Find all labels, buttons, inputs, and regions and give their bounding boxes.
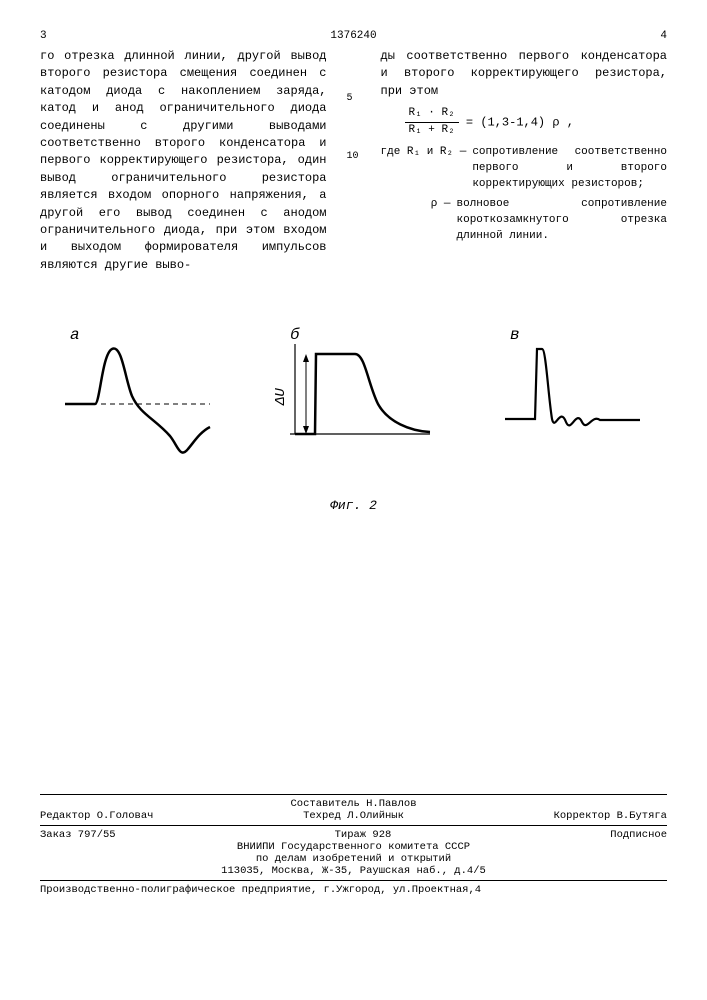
right-column: ды соответственно первого конденсатора и… bbox=[381, 48, 668, 274]
figure-caption: Фиг. 2 bbox=[40, 498, 667, 513]
footer-corrector: Корректор В.Бутяга bbox=[554, 810, 667, 822]
formula-denominator: R₁ + R₂ bbox=[405, 123, 459, 139]
where2-label: ρ — bbox=[381, 197, 451, 245]
footer-editor: Редактор О.Головач bbox=[40, 810, 153, 822]
line-marker-5: 5 bbox=[347, 93, 353, 104]
formula-rhs: = (1,3-1,4) ρ , bbox=[466, 116, 574, 130]
line-number-gutter: 5 10 bbox=[347, 48, 361, 274]
formula: R₁ · R₂ R₁ + R₂ = (1,3-1,4) ρ , bbox=[405, 106, 668, 139]
footer-org1: ВНИИПИ Государственного комитета СССР bbox=[40, 841, 667, 853]
figure-2: а б ΔU в Фиг. 2 bbox=[40, 314, 667, 514]
formula-numerator: R₁ · R₂ bbox=[405, 106, 459, 123]
footer-order: Заказ 797/55 bbox=[40, 829, 116, 841]
footer: Составитель Н.Павлов Редактор О.Головач … bbox=[40, 794, 667, 896]
page-number-right: 4 bbox=[660, 30, 667, 42]
footer-org2: по делам изобретений и открытий bbox=[40, 853, 667, 865]
footer-podpisnoe: Подписное bbox=[610, 829, 667, 841]
where2-def: волновое сопротивление короткозамкнутого… bbox=[457, 197, 668, 245]
where-clause-1: где R₁ и R₂ — сопротивление соответствен… bbox=[381, 145, 668, 193]
plot-b-curve bbox=[295, 354, 430, 434]
plot-label-b: б bbox=[290, 326, 300, 344]
plot-v-curve bbox=[505, 349, 640, 425]
plot-b-arrow-up bbox=[303, 354, 309, 362]
where-clause-2: ρ — волновое сопротивление короткозамкну… bbox=[381, 197, 668, 245]
footer-techred: Техред Л.Олийнык bbox=[303, 810, 404, 822]
footer-compiler: Составитель Н.Павлов bbox=[40, 798, 667, 810]
where1-label: где R₁ и R₂ — bbox=[381, 145, 467, 193]
page-number-left: 3 bbox=[40, 30, 47, 42]
footer-tirazh: Тираж 928 bbox=[335, 829, 392, 841]
patent-number: 1376240 bbox=[47, 30, 661, 42]
where1-def: сопротивление соответственно первого и в… bbox=[472, 145, 667, 193]
footer-address: 113035, Москва, Ж-35, Раушская наб., д.4… bbox=[40, 865, 667, 877]
plot-a-curve bbox=[65, 349, 210, 453]
footer-printer: Производственно-полиграфическое предприя… bbox=[40, 884, 667, 896]
plot-label-a: а bbox=[70, 326, 80, 344]
left-column-text: го отрезка длинной линии, другой вывод в… bbox=[40, 49, 327, 272]
plot-b-dU-label: ΔU bbox=[273, 388, 289, 406]
left-column: го отрезка длинной линии, другой вывод в… bbox=[40, 48, 327, 274]
line-marker-10: 10 bbox=[347, 151, 359, 162]
plot-label-v: в bbox=[510, 326, 520, 344]
right-column-text: ды соответственно первого конденсатора и… bbox=[381, 49, 668, 98]
